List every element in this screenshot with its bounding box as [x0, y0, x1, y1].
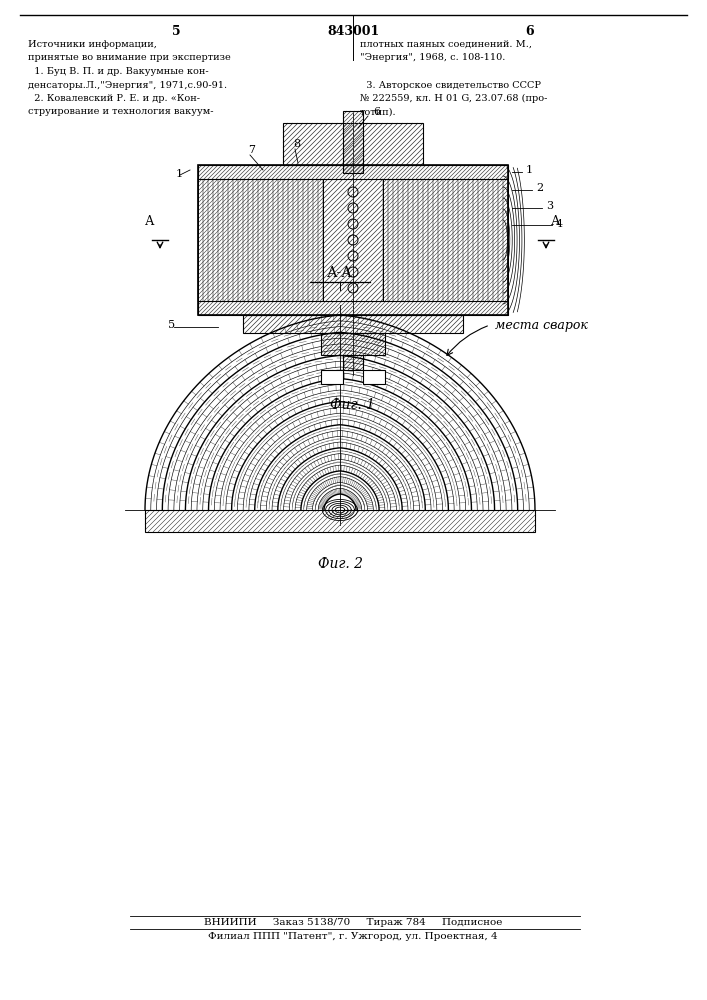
Bar: [383, 179, 508, 301]
Text: принятые во внимание при экспертизе: принятые во внимание при экспертизе: [28, 53, 230, 62]
Text: 843001: 843001: [327, 25, 379, 38]
Text: 8: 8: [293, 139, 300, 149]
Text: 6: 6: [526, 25, 534, 38]
Text: 3. Авторское свидетельство СССР: 3. Авторское свидетельство СССР: [360, 81, 541, 90]
Text: 7: 7: [248, 145, 255, 155]
Polygon shape: [321, 370, 343, 384]
Text: плотных паяных соединений. М.,: плотных паяных соединений. М.,: [360, 40, 532, 49]
Text: 4: 4: [556, 219, 563, 229]
Text: места сварок: места сварок: [495, 318, 588, 332]
Text: 6: 6: [373, 107, 380, 117]
Bar: [198, 165, 508, 179]
Text: "Энергия", 1968, с. 108-110.: "Энергия", 1968, с. 108-110.: [360, 53, 506, 62]
Bar: [343, 355, 363, 370]
Text: Источники информации,: Источники информации,: [28, 40, 157, 49]
Bar: [283, 123, 423, 165]
Text: 1: 1: [526, 165, 533, 175]
Polygon shape: [363, 370, 385, 384]
Text: А: А: [551, 215, 561, 228]
Text: 5: 5: [168, 320, 175, 330]
Text: ВНИИПИ     Заказ 5138/70     Тираж 784     Подписное: ВНИИПИ Заказ 5138/70 Тираж 784 Подписное: [204, 918, 502, 927]
Text: Фиг. 2: Фиг. 2: [317, 557, 363, 571]
Text: струирование и технология вакуум-: струирование и технология вакуум-: [28, 107, 214, 116]
Bar: [343, 111, 363, 173]
Bar: [198, 301, 508, 315]
Bar: [323, 179, 383, 301]
Text: 2: 2: [536, 183, 543, 193]
Text: 1. Буц В. П. и др. Вакуумные кон-: 1. Буц В. П. и др. Вакуумные кон-: [28, 67, 209, 76]
Text: 5: 5: [172, 25, 180, 38]
Text: 3: 3: [546, 201, 553, 211]
Text: Фиг. 1: Фиг. 1: [330, 398, 375, 412]
Text: А: А: [145, 215, 155, 228]
Text: денсаторы.Л.,"Энергия", 1971,с.90-91.: денсаторы.Л.,"Энергия", 1971,с.90-91.: [28, 81, 227, 90]
Text: тотип).: тотип).: [360, 107, 397, 116]
Bar: [243, 315, 463, 333]
Bar: [321, 333, 385, 355]
Bar: [198, 165, 508, 315]
Text: Филиал ППП "Патент", г. Ужгород, ул. Проектная, 4: Филиал ППП "Патент", г. Ужгород, ул. Про…: [208, 932, 498, 941]
Text: 2. Ковалевский Р. Е. и др. «Кон-: 2. Ковалевский Р. Е. и др. «Кон-: [28, 94, 200, 103]
Bar: [198, 179, 323, 301]
Text: № 222559, кл. Н 01 G, 23.07.68 (про-: № 222559, кл. Н 01 G, 23.07.68 (про-: [360, 94, 547, 103]
Text: 1: 1: [176, 169, 183, 179]
Text: А-А: А-А: [327, 266, 353, 280]
Bar: [145, 510, 535, 532]
